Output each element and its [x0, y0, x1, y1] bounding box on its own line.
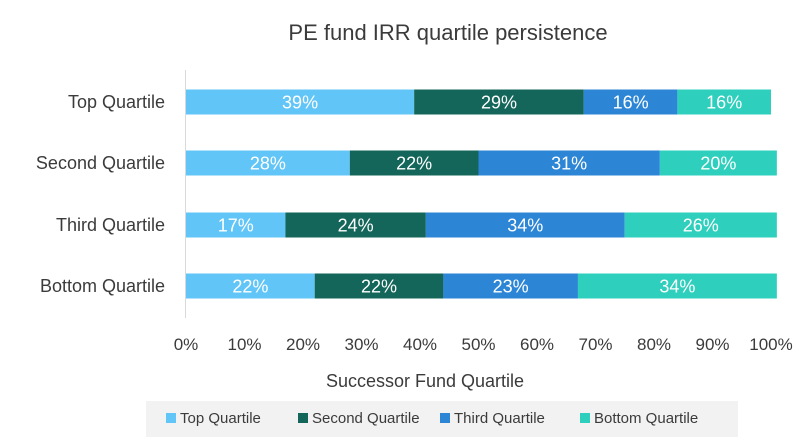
x-tick-label: 80%	[637, 335, 671, 354]
legend-entry: Second Quartile	[312, 410, 420, 427]
data-label: 22%	[361, 277, 397, 297]
bar-segment	[425, 212, 625, 238]
x-tick-label: 60%	[520, 335, 554, 354]
bar-segment	[677, 89, 771, 115]
data-label: 16%	[613, 93, 649, 113]
bar-segment	[186, 150, 350, 176]
x-tick-label: 10%	[227, 335, 261, 354]
data-label: 34%	[507, 216, 543, 236]
data-label: 31%	[551, 154, 587, 174]
legend-swatch	[166, 413, 176, 423]
bar-segment	[285, 212, 426, 238]
data-label: 22%	[396, 154, 432, 174]
data-label: 26%	[683, 216, 719, 236]
bar-segment	[186, 273, 315, 299]
data-label: 22%	[232, 277, 268, 297]
x-tick-label: 50%	[461, 335, 495, 354]
bar-segment	[349, 150, 479, 176]
bar-segment	[186, 89, 415, 115]
legend-swatch	[440, 413, 450, 423]
data-label: 23%	[493, 277, 529, 297]
data-label: 34%	[659, 277, 695, 297]
x-tick-label: 30%	[344, 335, 378, 354]
bar-segment	[443, 273, 578, 299]
category-label: Third Quartile	[56, 215, 165, 235]
bar-segment	[478, 150, 660, 176]
data-label: 24%	[338, 216, 374, 236]
bar-segment	[186, 212, 286, 238]
data-label: 28%	[250, 154, 286, 174]
legend-entry: Bottom Quartile	[594, 410, 698, 427]
category-label: Top Quartile	[68, 92, 165, 112]
data-label: 16%	[706, 93, 742, 113]
x-tick-label: 20%	[286, 335, 320, 354]
bar-segment	[624, 212, 777, 238]
category-label: Bottom Quartile	[40, 276, 165, 296]
bar-segment	[314, 273, 444, 299]
category-label: Second Quartile	[36, 153, 165, 173]
data-label: 29%	[481, 93, 517, 113]
bar-segment	[583, 89, 678, 115]
data-label: 17%	[218, 216, 254, 236]
bar-segment	[414, 89, 584, 115]
legend-entry: Top Quartile	[180, 410, 261, 427]
legend: Top Quartile Second Quartile Third Quartil…	[146, 401, 738, 437]
legend-swatch	[580, 413, 590, 423]
x-tick-label: 0%	[174, 335, 199, 354]
x-tick-label: 40%	[403, 335, 437, 354]
bar-segment	[577, 273, 777, 299]
legend-swatch	[298, 413, 308, 423]
legend-entry: Third Quartile	[454, 410, 545, 427]
chart-title: PE fund IRR quartile persistence	[288, 20, 607, 45]
x-tick-label: 100%	[749, 335, 792, 354]
x-axis-title: Successor Fund Quartile	[326, 371, 524, 391]
x-tick-label: 90%	[695, 335, 729, 354]
x-tick-label: 70%	[578, 335, 612, 354]
bar-segment	[659, 150, 777, 176]
data-label: 39%	[282, 93, 318, 113]
data-label: 20%	[700, 154, 736, 174]
